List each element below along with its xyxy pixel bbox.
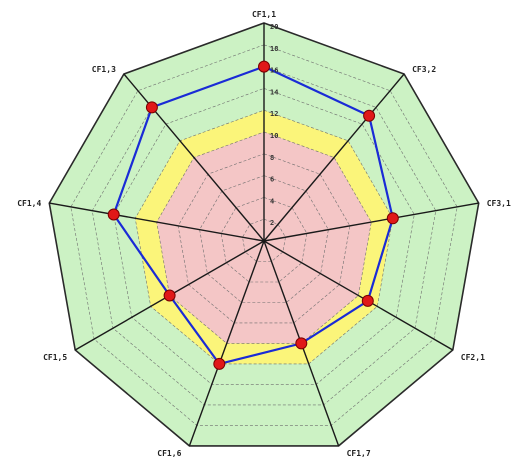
spoke-2	[263, 202, 479, 242]
grid-ring-12	[134, 109, 394, 365]
grid-rings	[48, 22, 480, 447]
series-line-0	[112, 65, 394, 366]
axis-label: CF3,2	[412, 65, 436, 74]
tick-label: 4	[270, 197, 274, 205]
grid-ring-16	[91, 66, 437, 406]
tick-label: 12	[270, 110, 278, 118]
spoke-3	[263, 240, 454, 351]
tick-label: 14	[270, 88, 278, 96]
grid-ring-14	[113, 88, 415, 385]
spoke-5	[188, 240, 265, 447]
grid-ring-20	[48, 22, 480, 447]
grid-ring-18	[70, 44, 458, 426]
spoke-8	[123, 73, 265, 242]
tick-label: 20	[270, 23, 278, 31]
tick-label: 10	[270, 132, 278, 140]
data-point-8	[145, 101, 158, 114]
axis-labels: CF1,1 CF3,2 CF3,1 CF2,1 CF1,7 CF1,6 CF1,5 CF1,4…	[17, 10, 511, 458]
grid-ring-8	[177, 153, 351, 324]
tick-label: 16	[270, 67, 278, 75]
data-point-7	[107, 208, 120, 221]
spoke-1	[263, 73, 405, 242]
tick-label: 6	[270, 176, 274, 184]
axis-label: CF1,7	[347, 449, 371, 458]
series-layer	[107, 60, 399, 370]
axis-label: CF1,1	[252, 10, 276, 19]
grid-ring-10	[156, 131, 372, 344]
tick-label: 8	[270, 154, 274, 162]
data-point-4	[295, 337, 308, 350]
axis-label: CF2,1	[461, 353, 485, 362]
grid-ring-6	[199, 175, 329, 303]
tick-label: 2	[270, 219, 274, 227]
axis-label: CF1,5	[43, 353, 67, 362]
tick-label: 18	[270, 45, 278, 53]
data-point-6	[163, 289, 176, 302]
grid-ring-2	[242, 218, 286, 262]
data-point-3	[361, 294, 374, 307]
data-point-5	[213, 357, 226, 370]
axis-label: CF1,3	[92, 65, 116, 74]
radial-tick-labels: 2 4 6 8 10 12 14 16 18 20	[270, 23, 278, 227]
data-point-2	[386, 212, 399, 225]
data-point-1	[363, 109, 376, 122]
axis-label: CF1,4	[17, 199, 41, 208]
data-point-0	[258, 60, 270, 73]
axis-label: CF1,6	[157, 449, 181, 458]
axis-spokes	[49, 23, 479, 447]
spoke-7	[49, 202, 265, 242]
axis-label: CF3,1	[487, 199, 511, 208]
